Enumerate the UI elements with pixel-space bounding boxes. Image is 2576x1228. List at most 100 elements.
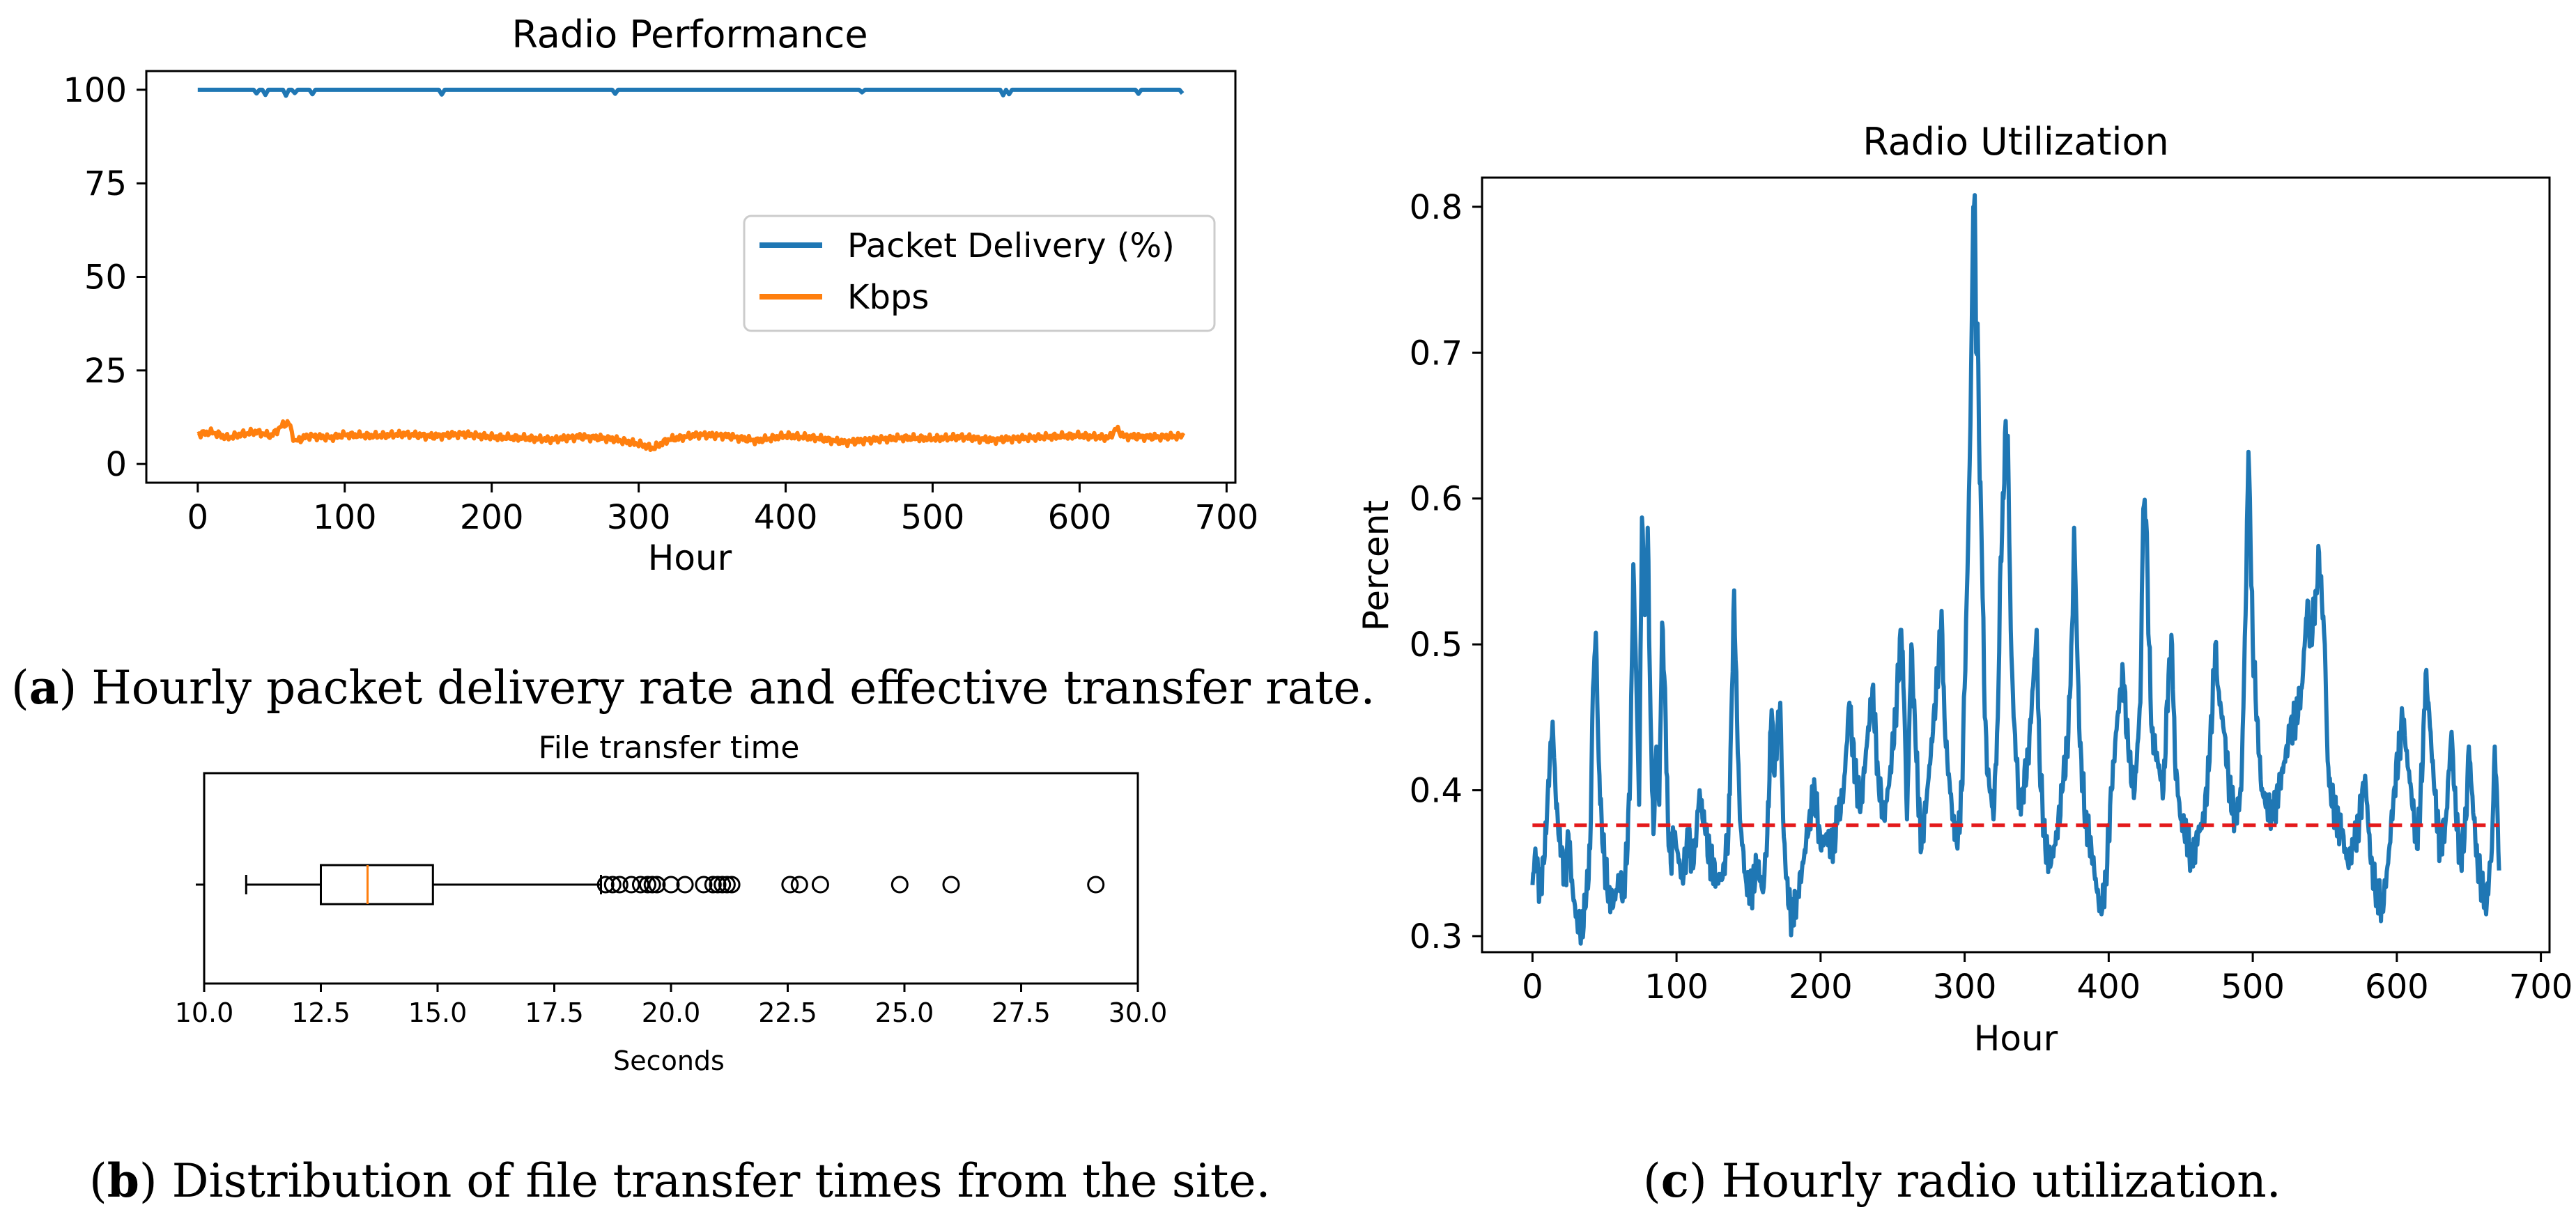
legend-label-kbps: Kbps	[847, 278, 929, 317]
panel-c-y-tick-label: 0.5	[1410, 625, 1463, 664]
panel-c-plot-area	[1530, 193, 2501, 946]
panel-c-x-label: Hour	[1974, 1018, 2058, 1059]
box-outlier	[723, 876, 741, 894]
caption-b-close: )	[139, 1154, 157, 1208]
series-line-packet-delivery	[197, 87, 1185, 98]
panel-c-y-tick-label: 0.6	[1410, 480, 1463, 519]
panel-a-radio-performance: Radio Performance 0 100 200 300 400 500 600 700…	[11, 13, 1375, 715]
box-outlier	[1087, 876, 1105, 894]
panel-c-axes-frame	[1481, 176, 2551, 954]
series-line-kbps	[196, 419, 1186, 452]
panel-c-y-tick-label: 0.3	[1410, 917, 1463, 956]
panel-c-x-tick-label: 600	[2365, 967, 2429, 1007]
panel-c-y-tick-label: 0.4	[1410, 772, 1463, 811]
box-outlier	[639, 876, 656, 894]
panel-a-y-tick-label: 0	[105, 445, 127, 484]
series-line-utilization	[1530, 193, 2501, 946]
caption-a-letter: a	[29, 660, 59, 715]
panel-c-y-label: Percent	[1356, 500, 1396, 631]
caption-b-open: (	[89, 1154, 107, 1208]
caption-c-letter: c	[1661, 1153, 1689, 1208]
panel-b-file-transfer-time: File transfer time 10.0 12.5 15.0 17.5 20.0 2…	[89, 730, 1270, 1208]
panel-c-x-tick-label: 400	[2077, 967, 2141, 1007]
panel-c-y-tick-label: 0.8	[1410, 188, 1463, 227]
panel-c-x-tick-label: 100	[1644, 967, 1709, 1007]
box-outlier	[648, 876, 666, 894]
box-outlier	[811, 876, 829, 894]
panel-c-y-ticks: 0.3 0.4 0.5 0.6 0.7 0.8	[1410, 188, 1482, 956]
box-outlier	[695, 876, 713, 894]
caption-a: (a) Hourly packet delivery rate and effe…	[11, 660, 1375, 715]
panel-c-x-tick-label: 700	[2509, 967, 2573, 1007]
panel-b-axes-frame	[203, 772, 1139, 985]
box-outlier	[603, 876, 622, 894]
panel-a-x-tick-label: 100	[313, 498, 377, 537]
box-outlier	[890, 876, 909, 894]
box-outlier	[790, 876, 808, 894]
caption-b-letter: b	[107, 1153, 139, 1208]
panel-c-x-tick-label: 0	[1522, 967, 1543, 1007]
panel-a-legend: Packet Delivery (%) Kbps	[743, 215, 1216, 332]
caption-c-close: )	[1689, 1154, 1707, 1208]
panel-a-x-tick-label: 700	[1195, 498, 1259, 537]
box-outlier	[714, 876, 732, 894]
panel-b-x-tick-label: 15.0	[408, 997, 468, 1028]
panel-a-x-tick-label: 200	[460, 498, 524, 537]
box-outlier	[942, 876, 960, 894]
panel-b-x-tick-label: 25.0	[875, 997, 934, 1028]
panel-b-x-tick-label: 17.5	[525, 997, 584, 1028]
box-outlier	[676, 876, 694, 894]
panel-a-y-tick-label: 25	[84, 352, 127, 391]
caption-b-text: Distribution of file transfer times from…	[157, 1154, 1271, 1208]
panel-b-x-tick-label: 30.0	[1109, 997, 1168, 1028]
panel-b-x-tick-label: 10.0	[175, 997, 234, 1028]
panel-a-x-label: Hour	[648, 538, 732, 578]
panel-c-y-tick-label: 0.7	[1410, 334, 1463, 373]
panel-a-y-tick-label: 100	[63, 71, 127, 110]
panel-a-y-tick-label: 75	[84, 164, 127, 203]
caption-a-close: )	[59, 661, 77, 715]
panel-a-y-tick-label: 50	[84, 258, 127, 297]
panel-c-radio-utilization: Radio Utilization 0 100 200 300 400 500 600 700…	[1356, 120, 2573, 1208]
box-outlier	[643, 876, 661, 894]
box-outlier	[781, 876, 799, 894]
panel-b-x-tick-label: 22.5	[758, 997, 817, 1028]
caption-a-open: (	[11, 661, 29, 715]
box-outlier	[718, 876, 736, 894]
panel-c-x-tick-label: 300	[1933, 967, 1997, 1007]
panel-b-x-label: Seconds	[613, 1046, 725, 1076]
panel-a-y-ticks: 0 25 50 75 100	[63, 71, 146, 484]
caption-c-open: (	[1643, 1154, 1661, 1208]
legend-label-packet-delivery: Packet Delivery (%)	[847, 226, 1175, 265]
box-outlier	[596, 876, 615, 894]
box-outlier	[610, 876, 628, 894]
panel-b-x-ticks: 10.0 12.5 15.0 17.5 20.0 22.5 25.0 27.5 30.0	[175, 984, 1168, 1028]
panel-a-title: Radio Performance	[511, 13, 867, 56]
panel-a-x-tick-label: 500	[901, 498, 965, 537]
caption-b: (b) Distribution of file transfer times …	[89, 1153, 1270, 1208]
panel-c-x-tick-label: 500	[2221, 967, 2285, 1007]
box-iqr	[320, 864, 434, 906]
panel-a-x-tick-label: 600	[1048, 498, 1112, 537]
panel-a-x-tick-label: 0	[187, 498, 209, 537]
panel-b-plot-area	[245, 864, 1105, 906]
panel-b-x-tick-label: 27.5	[992, 997, 1051, 1028]
caption-a-text: Hourly packet delivery rate and effectiv…	[77, 661, 1375, 715]
panel-a-plot-area	[196, 87, 1186, 452]
panel-c-x-tick-label: 200	[1789, 967, 1853, 1007]
panel-a-x-tick-label: 400	[754, 498, 818, 537]
panel-c-x-ticks: 0 100 200 300 400 500 600 700	[1522, 952, 2573, 1007]
panel-b-x-tick-label: 12.5	[291, 997, 350, 1028]
caption-c: (c) Hourly radio utilization.	[1643, 1153, 2281, 1208]
panel-c-title: Radio Utilization	[1862, 120, 2169, 164]
box-outlier	[662, 876, 680, 894]
panel-a-legend-box	[743, 215, 1216, 332]
panel-a-x-tick-label: 300	[607, 498, 671, 537]
box-outlier	[709, 876, 727, 894]
panel-b-x-tick-label: 20.0	[642, 997, 701, 1028]
panel-b-title: File transfer time	[539, 730, 800, 765]
caption-c-text: Hourly radio utilization.	[1707, 1154, 2281, 1208]
panel-a-x-ticks: 0 100 200 300 400 500 600 700	[187, 483, 1259, 537]
box-outlier	[704, 876, 722, 894]
